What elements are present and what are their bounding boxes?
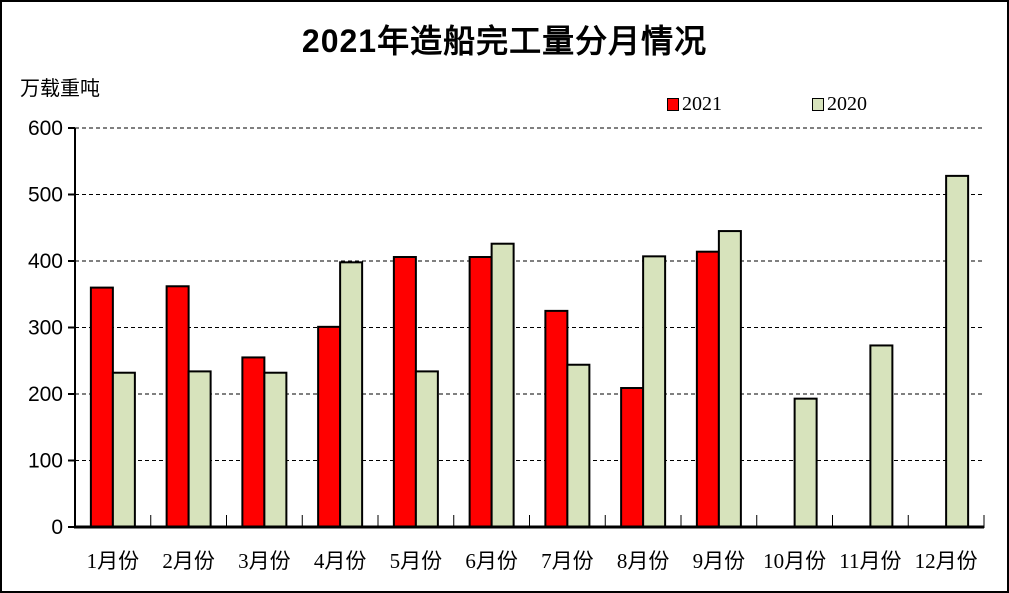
bar-2021-2月份 [165,285,190,528]
legend-swatch-2020 [812,97,824,111]
bar-2021-3月份 [241,356,266,528]
bar-2020-7月份 [566,363,591,528]
bar-2020-4月份 [339,261,364,528]
y-axis-label-200: 200 [28,383,63,406]
bar-2021-5月份 [392,256,417,528]
bar-2021-9月份 [695,250,720,528]
y-axis-label-0: 0 [51,516,63,539]
legend-swatch-2021 [667,97,679,111]
bar-2021-6月份 [468,256,493,528]
bar-2020-6月份 [490,242,515,529]
y-axis-label-300: 300 [28,317,63,340]
x-axis-label-8月份: 8月份 [617,549,670,573]
legend-item-2021: 2021 [667,94,722,114]
bar-2020-10月份 [793,397,818,528]
legend-label-2020: 2020 [827,93,867,115]
x-axis-label-4月份: 4月份 [314,549,367,573]
bar-2020-12月份 [945,174,970,528]
legend-label-2021: 2021 [682,93,722,115]
y-axis-label-500: 500 [28,184,63,207]
x-axis-label-3月份: 3月份 [238,549,291,573]
bar-2021-8月份 [620,387,645,529]
x-axis-label-12月份: 12月份 [915,549,978,573]
bar-2020-5月份 [414,370,439,529]
bar-2020-1月份 [111,371,136,528]
x-axis-label-10月份: 10月份 [763,549,826,573]
x-axis-label-6月份: 6月份 [465,549,518,573]
x-axis-label-2月份: 2月份 [162,549,215,573]
chart-title: 2021年造船完工量分月情况 [301,23,708,59]
y-axis-label-100: 100 [28,450,63,473]
bar-2020-3月份 [263,371,288,528]
bar-2020-8月份 [642,255,667,528]
y-axis-label-600: 600 [28,117,63,140]
x-axis-label-9月份: 9月份 [693,549,746,573]
x-axis-label-5月份: 5月份 [390,549,443,573]
bar-2021-7月份 [544,309,569,528]
bar-2021-4月份 [317,325,342,528]
bar-2020-11月份 [869,344,894,528]
bar-2021-1月份 [89,286,114,528]
x-axis-label-7月份: 7月份 [541,549,594,573]
x-axis-label-11月份: 11月份 [839,549,901,573]
bar-2020-2月份 [187,370,212,529]
y-axis-unit-label: 万载重吨 [20,78,100,100]
bar-2020-9月份 [717,230,742,528]
legend-item-2020: 2020 [812,94,867,114]
y-axis-label-400: 400 [28,250,63,273]
x-axis-label-1月份: 1月份 [87,549,140,573]
